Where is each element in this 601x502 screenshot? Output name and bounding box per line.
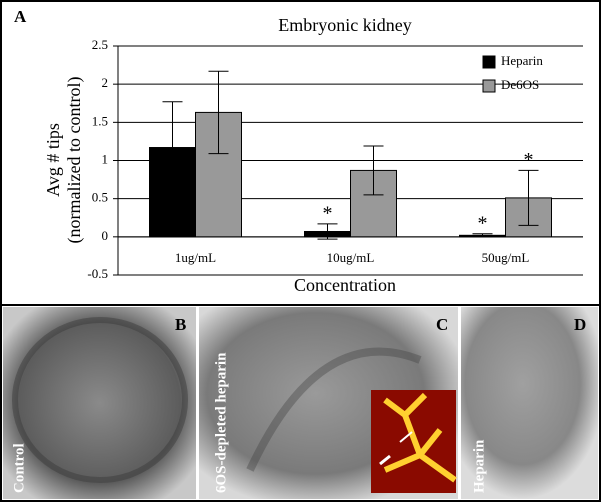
panel-label: D [574,315,586,334]
error-bar [363,145,384,196]
image-caption: 6OS-depleted heparin [213,352,229,493]
y-tick-label: -0.5 [87,266,108,281]
legend-swatch [482,79,496,93]
x-tick-label: 1ug/mL [175,250,216,265]
y-tick-label: 2.5 [92,37,108,52]
panel-label: B [175,315,186,334]
image-caption: Heparin [471,439,487,493]
inset-arrow [399,431,413,443]
image-control [3,307,196,499]
error-bar [162,101,183,194]
y-tick-label: 0 [102,228,109,243]
error-bar [317,223,338,240]
x-tick-label: 50ug/mL [482,250,530,265]
significance-marker: * [524,149,534,171]
inset-arrow [379,454,391,466]
y-tick-label: 0.5 [92,190,108,205]
image-texture [12,317,188,483]
error-bar [518,169,539,226]
image-caption: Control [11,443,27,493]
legend-label: De6OS [501,77,539,92]
error-bar [472,233,493,238]
panel-label: A [14,7,27,26]
image-heparin [461,307,598,499]
legend-label: Heparin [501,53,543,68]
image-texture [246,347,422,472]
y-axis-title: (normalized to control) [64,77,85,244]
error-bar [208,70,229,155]
x-tick-label: 10ug/mL [327,250,375,265]
y-tick-label: 1.5 [92,113,108,128]
y-axis-title: Avg # tips [43,123,63,197]
x-axis-title: Concentration [294,275,396,295]
panel-label: C [436,315,448,334]
y-tick-label: 1 [102,151,109,166]
significance-marker: * [323,202,333,224]
legend-swatch [482,55,496,69]
significance-marker: * [478,212,488,234]
chart-title: Embryonic kidney [278,15,411,35]
inset-branches [383,392,457,483]
y-tick-label: 2 [102,75,109,90]
